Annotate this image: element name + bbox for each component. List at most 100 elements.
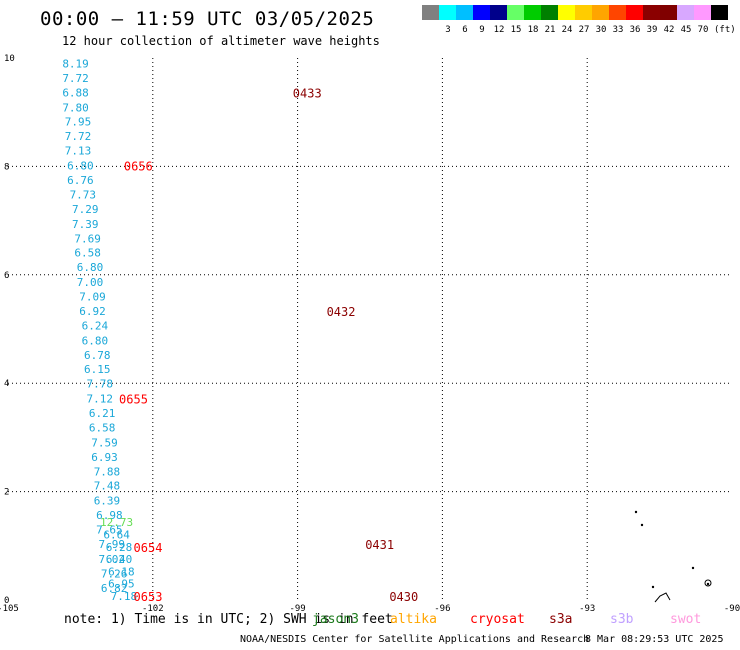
legend-item-s3a: s3a [549, 612, 573, 627]
y-tick-label: 8 [4, 162, 9, 172]
x-tick-label: -102 [142, 604, 164, 614]
wave-height-value: 7.78 [86, 378, 113, 391]
chart-title: 00:00 — 11:59 UTC 03/05/2025 [40, 8, 375, 30]
footer-generated-time: 8 Mar 08:29:53 UTC 2025 [585, 634, 724, 645]
coastline-mark [691, 566, 695, 570]
pass-time-label: 0433 [293, 87, 322, 101]
wave-height-value: 12.73 [100, 516, 133, 529]
wave-height-value: 7.13 [65, 145, 92, 158]
wave-height-value: 6.95 [108, 578, 135, 591]
wave-height-value: 7.26 [101, 567, 128, 580]
wave-height-value: 6.15 [84, 363, 111, 376]
wave-height-value: 7.59 [91, 436, 118, 449]
y-tick-label: 6 [4, 271, 9, 281]
color-scale-label: 9 [479, 25, 485, 35]
color-scale-swatch [575, 5, 592, 20]
wave-height-value: 7.02 [99, 553, 126, 566]
y-tick-label: 2 [4, 488, 9, 498]
legend-item-altika: altika [390, 612, 437, 627]
wave-height-value: 7.72 [62, 72, 89, 85]
wave-height-value: 7.99 [99, 538, 126, 551]
color-scale-swatch [541, 5, 558, 20]
coastline-mark [640, 523, 644, 527]
wave-height-value: 6.80 [67, 159, 94, 172]
footer-credit: NOAA/NESDIS Center for Satellite Applica… [240, 634, 590, 645]
wave-height-value: 7.18 [111, 590, 138, 603]
wave-height-value: 7.69 [74, 232, 101, 245]
wave-height-value: 7.09 [79, 290, 106, 303]
wave-height-value: 6.76 [67, 174, 94, 187]
color-scale-label: 70 [697, 25, 709, 35]
wave-height-value: 6.88 [62, 87, 89, 100]
color-scale-swatch [592, 5, 609, 20]
wave-height-value: 7.29 [72, 203, 99, 216]
legend-item-swot: swot [670, 612, 702, 627]
x-tick-label: -90 [724, 604, 740, 614]
y-tick-label: 0 [4, 596, 9, 606]
color-scale-label: 27 [578, 25, 590, 35]
wave-height-value: 6.64 [103, 529, 130, 542]
pass-time-label: 0432 [327, 305, 356, 319]
color-scale-swatch [456, 5, 473, 20]
pass-time-label: 0431 [365, 538, 394, 552]
wave-height-value: 6.93 [91, 451, 118, 464]
color-scale-swatch [558, 5, 575, 20]
color-scale-swatch [422, 5, 439, 20]
wave-height-value: 6.80 [77, 261, 104, 274]
wave-height-value: 6.82 [101, 582, 128, 595]
color-scale-label: 45 [680, 25, 692, 35]
color-scale-swatch [643, 5, 660, 20]
color-scale-label: 24 [561, 25, 573, 35]
pass-time-label: 0653 [134, 590, 163, 604]
y-tick-label: 4 [4, 379, 9, 389]
x-tick-label: -105 [0, 604, 19, 614]
legend-item-cryosat: cryosat [470, 612, 525, 627]
coastline-mark [634, 510, 638, 514]
color-scale-label: 3 [445, 25, 451, 35]
wave-height-value: 6.80 [82, 334, 109, 347]
x-tick-label: -96 [434, 604, 450, 614]
y-tick-label: 10 [4, 54, 15, 64]
coastline-mark [704, 579, 712, 587]
chart-subtitle: 12 hour collection of altimeter wave hei… [62, 34, 380, 48]
color-scale-swatch [626, 5, 643, 20]
x-tick-label: -93 [579, 604, 595, 614]
wave-height-value: 6.21 [89, 407, 116, 420]
color-scale-swatch [711, 5, 728, 20]
wave-height-value: 7.73 [70, 189, 97, 202]
wave-height-value: 7.80 [62, 101, 89, 114]
coastline-mark [654, 592, 671, 603]
coastline-mark [706, 582, 710, 586]
color-scale-swatch [490, 5, 507, 20]
wave-height-value: 6.92 [79, 305, 106, 318]
pass-time-label: 0430 [389, 590, 418, 604]
color-scale-label: 21 [544, 25, 556, 35]
color-scale-label: 36 [629, 25, 641, 35]
color-scale-label: 18 [527, 25, 539, 35]
wave-height-value: 8.19 [62, 57, 89, 70]
wave-height-value: 7.39 [72, 218, 99, 231]
wave-height-value: 7.48 [94, 480, 121, 493]
pass-time-label: 0656 [124, 159, 153, 173]
wave-height-value: 6.58 [89, 422, 116, 435]
pass-time-label: 0655 [119, 392, 148, 406]
color-scale-swatch [660, 5, 677, 20]
wave-height-value: 6.40 [106, 553, 133, 566]
color-scale-label: 15 [510, 25, 522, 35]
legend-item-s3b: s3b [610, 612, 634, 627]
wave-height-value: 6.39 [94, 494, 121, 507]
color-scale-swatch [694, 5, 711, 20]
color-scale-label: 12 [493, 25, 505, 35]
color-scale-label: 6 [462, 25, 468, 35]
wave-height-value: 6.78 [84, 349, 111, 362]
wave-height-value: 6.18 [108, 565, 135, 578]
color-scale-label: 42 [663, 25, 675, 35]
pass-time-label: 0654 [134, 541, 163, 555]
wave-height-value: 7.12 [86, 392, 113, 405]
wave-height-value: 7.65 [96, 524, 123, 537]
color-scale-swatch [677, 5, 694, 20]
color-scale-swatch [609, 5, 626, 20]
color-scale-swatch [473, 5, 490, 20]
x-tick-label: -99 [289, 604, 305, 614]
color-scale-label: 39 [646, 25, 658, 35]
